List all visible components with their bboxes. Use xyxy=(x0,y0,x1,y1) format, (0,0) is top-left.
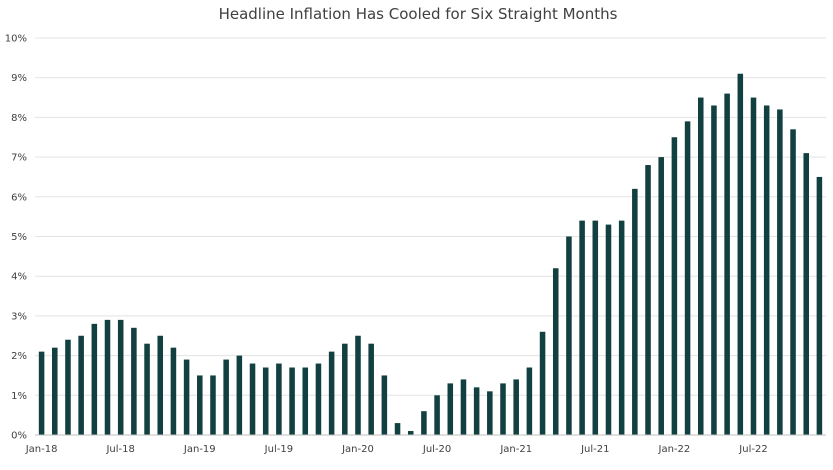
bar xyxy=(223,359,229,435)
bar xyxy=(684,121,691,436)
x-tick-label: Jul-19 xyxy=(264,444,293,455)
x-tick-label: Jul-20 xyxy=(422,444,451,455)
y-tick-label: 6% xyxy=(11,192,27,203)
bar xyxy=(407,431,414,435)
bar xyxy=(750,97,757,436)
bar xyxy=(816,176,823,435)
bar xyxy=(381,375,388,435)
bar xyxy=(78,335,84,435)
bar xyxy=(618,220,625,435)
y-tick-label: 7% xyxy=(11,153,27,164)
x-tick-label: Jul-18 xyxy=(105,444,134,455)
bar xyxy=(52,347,58,435)
y-tick-label: 10% xyxy=(5,34,27,45)
bar xyxy=(249,363,256,435)
bar xyxy=(117,319,124,435)
y-tick-label: 1% xyxy=(11,391,27,402)
bar xyxy=(328,351,335,435)
bar xyxy=(355,335,361,435)
bar xyxy=(157,335,164,435)
x-tick-label: Jul-22 xyxy=(738,444,767,455)
bar xyxy=(605,224,612,435)
bar xyxy=(487,391,493,435)
bar xyxy=(566,236,572,435)
bar xyxy=(262,367,269,435)
bar xyxy=(421,411,427,435)
bar xyxy=(183,359,190,435)
bar xyxy=(276,363,282,435)
bar xyxy=(513,379,519,435)
bar xyxy=(394,423,401,435)
y-tick-label: 0% xyxy=(11,431,27,442)
bar xyxy=(592,220,599,435)
bar xyxy=(579,220,585,435)
gridlines xyxy=(35,37,826,396)
y-tick-label: 9% xyxy=(11,73,27,84)
bar-series xyxy=(38,73,823,436)
x-tick-label: Jul-21 xyxy=(580,444,609,455)
bar xyxy=(434,395,440,435)
bar xyxy=(197,375,203,435)
bar xyxy=(645,165,651,436)
bar xyxy=(289,367,295,435)
bar xyxy=(131,327,137,435)
bar xyxy=(777,109,783,436)
bar xyxy=(658,157,664,435)
bar xyxy=(38,351,45,435)
x-tick-label: Jan-20 xyxy=(341,444,374,455)
x-tick-label: Jan-19 xyxy=(183,444,216,455)
y-tick-label: 8% xyxy=(11,113,27,124)
bar xyxy=(91,323,98,435)
bar xyxy=(711,105,717,436)
y-tick-label: 2% xyxy=(11,351,27,362)
bar xyxy=(632,188,638,435)
bar xyxy=(473,387,480,435)
bar xyxy=(342,343,348,435)
x-tick-label: Jan-21 xyxy=(499,444,532,455)
y-axis-tick-labels: 0% 1% 2% 3% 4% 5% 6% 7% 8% 9% 10% xyxy=(5,34,27,442)
y-tick-label: 5% xyxy=(11,232,27,243)
bar xyxy=(460,379,467,435)
bar xyxy=(552,268,559,435)
bar xyxy=(803,153,809,435)
bar xyxy=(526,367,533,435)
bar xyxy=(144,343,150,435)
bar xyxy=(368,343,374,435)
bar xyxy=(697,97,704,436)
bar xyxy=(104,319,111,435)
bar xyxy=(236,355,243,435)
bar xyxy=(539,331,546,435)
x-tick-label: Jan-22 xyxy=(658,444,691,455)
x-tick-label: Jan-18 xyxy=(25,444,58,455)
bar xyxy=(724,93,730,435)
bar xyxy=(315,363,322,435)
y-tick-label: 3% xyxy=(11,311,27,322)
bar xyxy=(763,105,770,436)
bar xyxy=(500,383,506,435)
y-tick-label: 4% xyxy=(11,272,27,283)
bar xyxy=(671,137,678,435)
bar xyxy=(302,367,309,435)
chart-title: Headline Inflation Has Cooled for Six St… xyxy=(219,5,618,23)
bar xyxy=(65,339,71,435)
bar xyxy=(447,383,454,435)
bar xyxy=(210,375,216,435)
bar xyxy=(170,347,177,435)
bar xyxy=(790,129,796,435)
bar xyxy=(737,73,744,435)
x-axis-tick-labels: Jan-18 Jul-18 Jan-19 Jul-19 Jan-20 Jul-20 Jan-… xyxy=(25,444,768,455)
